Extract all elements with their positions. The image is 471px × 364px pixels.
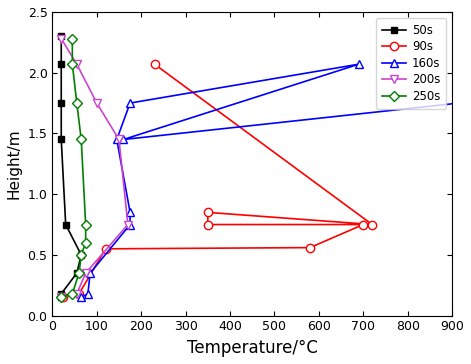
200s: [83, 271, 89, 275]
50s: [58, 137, 64, 142]
50s: [58, 62, 64, 66]
160s: [356, 62, 362, 66]
200s: [116, 137, 122, 142]
250s: [83, 222, 89, 227]
Legend: 50s, 90s, 160s, 200s, 250s: 50s, 90s, 160s, 200s, 250s: [376, 18, 446, 109]
90s: [360, 222, 366, 227]
160s: [121, 137, 126, 142]
200s: [74, 292, 80, 296]
50s: [58, 292, 64, 296]
50s: [58, 101, 64, 105]
250s: [70, 36, 75, 41]
90s: [307, 245, 313, 250]
Line: 160s: 160s: [77, 35, 471, 302]
250s: [76, 271, 82, 275]
90s: [205, 210, 211, 214]
Line: 200s: 200s: [57, 35, 132, 302]
90s: [369, 222, 375, 227]
250s: [78, 137, 84, 142]
90s: [76, 292, 82, 296]
Line: 90s: 90s: [59, 60, 376, 302]
200s: [58, 295, 64, 300]
Line: 50s: 50s: [58, 33, 85, 301]
160s: [127, 101, 133, 105]
90s: [152, 62, 157, 66]
160s: [127, 210, 133, 214]
90s: [205, 222, 211, 227]
90s: [103, 247, 108, 251]
160s: [114, 137, 120, 142]
50s: [58, 34, 64, 39]
160s: [127, 222, 133, 227]
250s: [58, 295, 64, 300]
200s: [125, 222, 130, 227]
250s: [74, 101, 80, 105]
90s: [61, 295, 66, 300]
160s: [85, 292, 91, 296]
Y-axis label: Height/m: Height/m: [7, 128, 22, 199]
Line: 250s: 250s: [58, 35, 89, 301]
50s: [63, 222, 68, 227]
250s: [83, 241, 89, 245]
200s: [58, 36, 64, 41]
200s: [74, 62, 80, 66]
50s: [58, 295, 64, 300]
250s: [70, 292, 75, 296]
X-axis label: Temperature/°C: Temperature/°C: [187, 339, 317, 357]
160s: [78, 295, 84, 300]
160s: [87, 271, 93, 275]
50s: [78, 253, 84, 257]
200s: [94, 101, 99, 105]
250s: [70, 62, 75, 66]
250s: [78, 253, 84, 257]
50s: [74, 271, 80, 275]
